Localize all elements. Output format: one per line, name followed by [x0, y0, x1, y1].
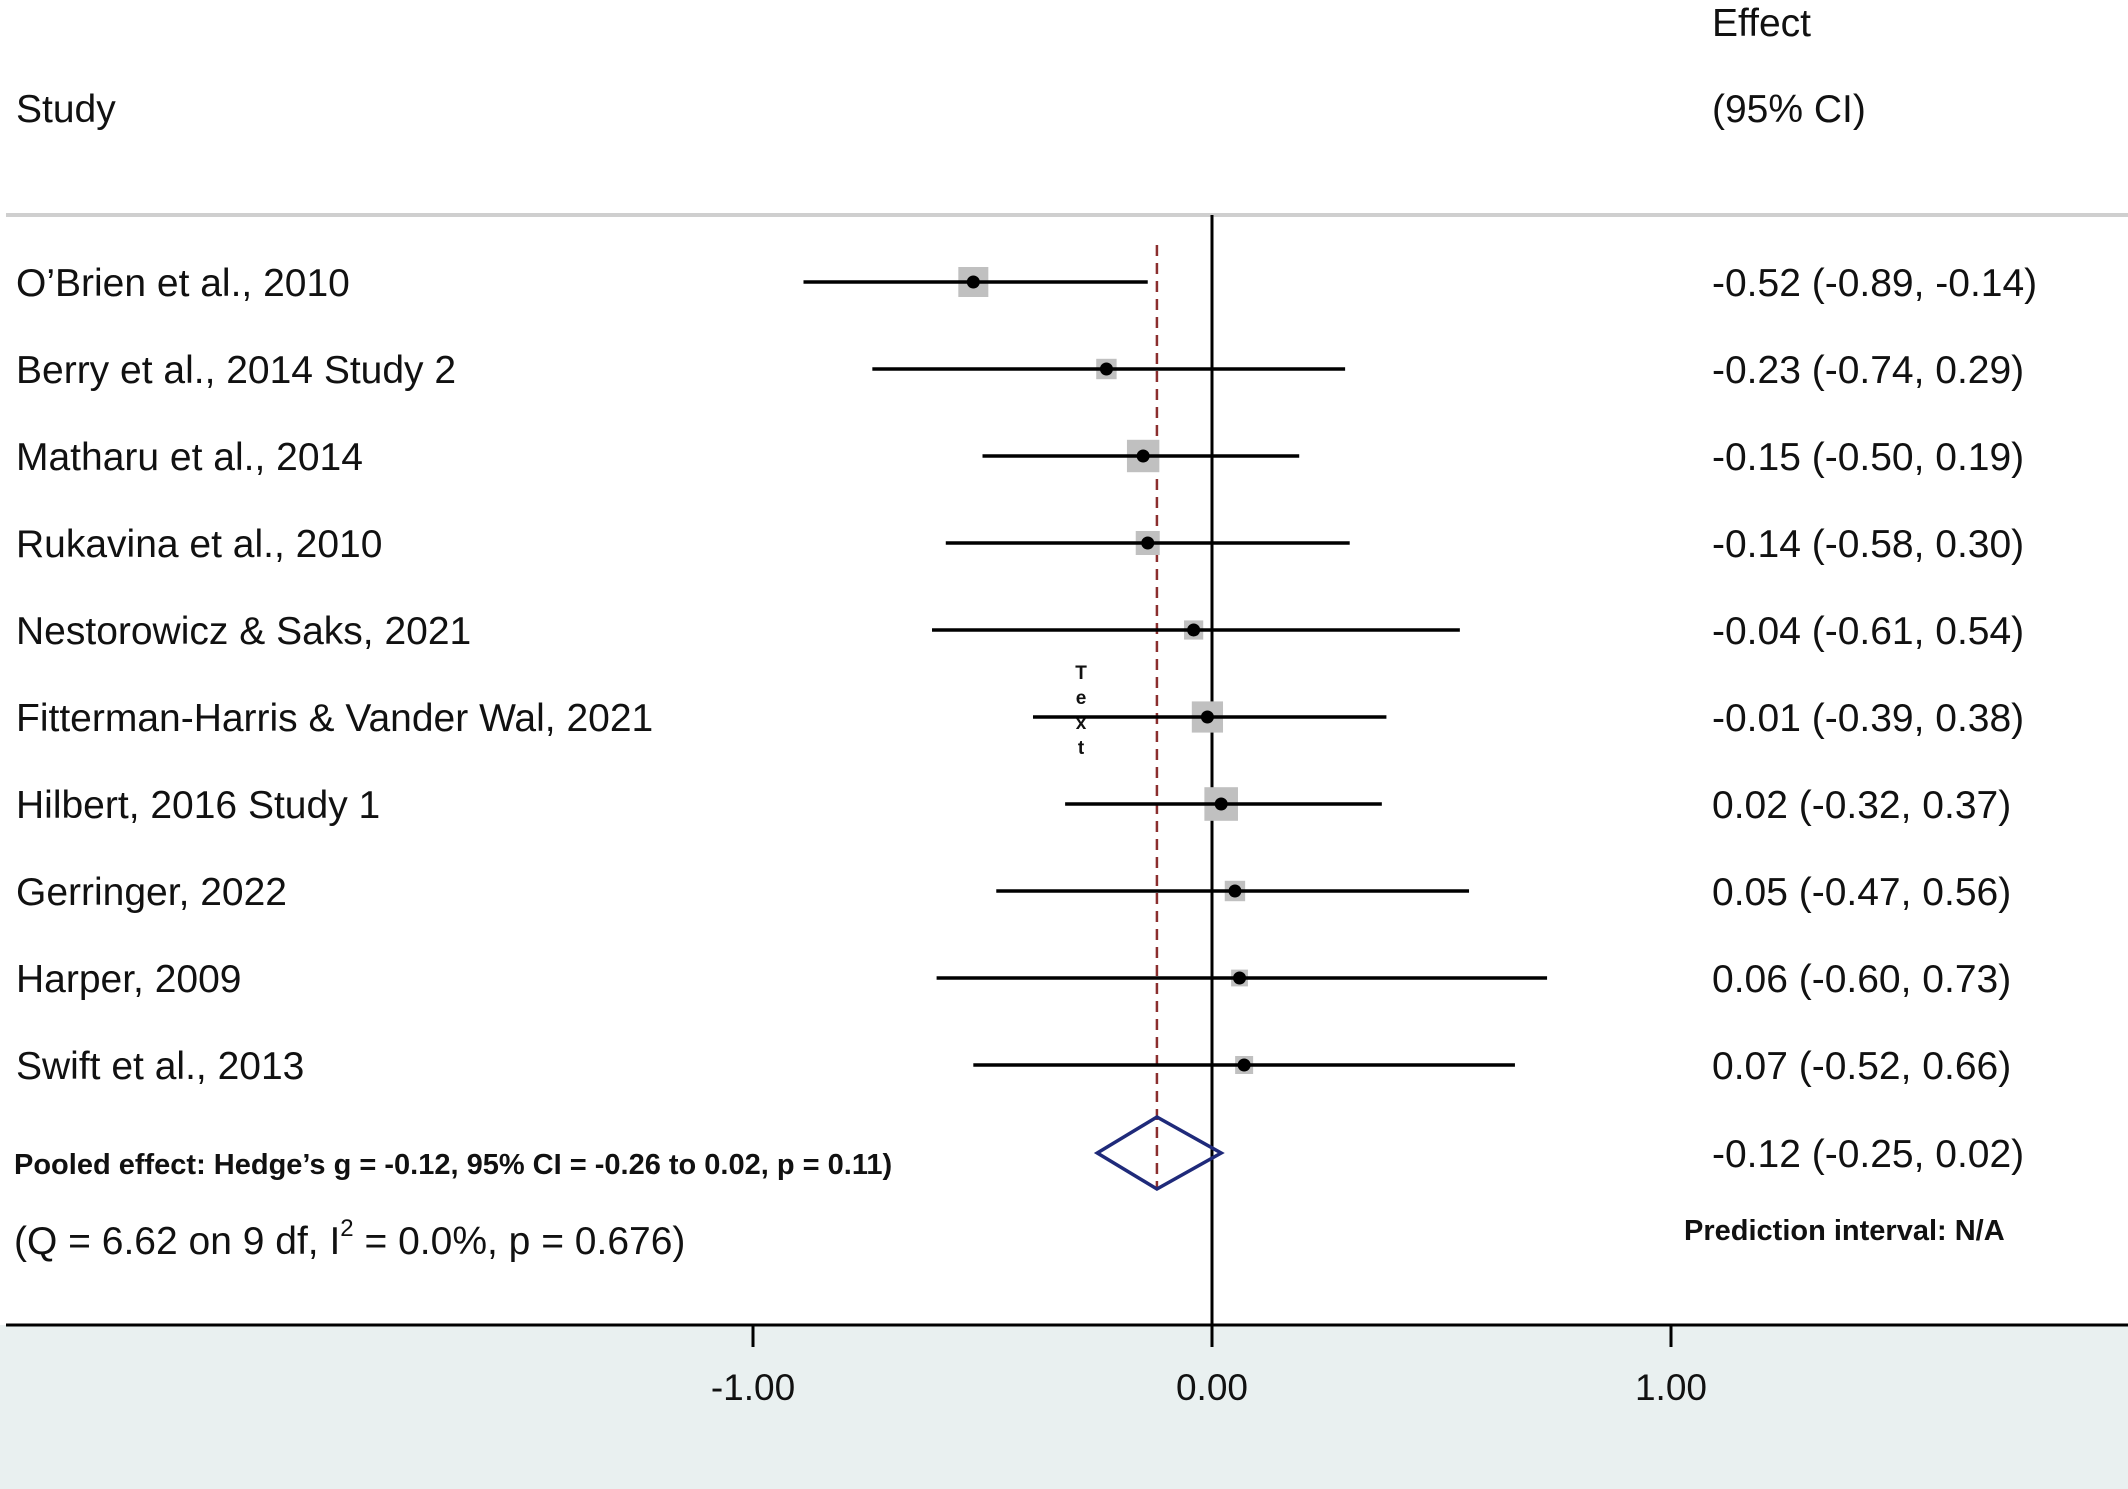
study-point — [1136, 449, 1150, 463]
study-ci-text: 0.06 (-0.60, 0.73) — [1712, 958, 2011, 1001]
stray-letter: t — [1078, 738, 1085, 759]
study-label: Harper, 2009 — [16, 958, 242, 1001]
heterogeneity-superscript: 2 — [340, 1215, 353, 1242]
study-ci-text: -0.15 (-0.50, 0.19) — [1712, 436, 2024, 479]
study-point — [1237, 1058, 1251, 1072]
axis-panel — [0, 1325, 2128, 1489]
study-ci-text: -0.23 (-0.74, 0.29) — [1712, 349, 2024, 392]
study-point — [1233, 971, 1247, 985]
heterogeneity-prefix: (Q = 6.62 on 9 df, I — [14, 1220, 340, 1263]
study-label: Matharu et al., 2014 — [16, 436, 363, 479]
study-label: Swift et al., 2013 — [16, 1045, 304, 1088]
study-label: Rukavina et al., 2010 — [16, 523, 382, 566]
study-ci-text: -0.14 (-0.58, 0.30) — [1712, 523, 2024, 566]
stray-letter: e — [1076, 688, 1087, 709]
pooled-ci-text: -0.12 (-0.25, 0.02) — [1712, 1133, 2024, 1176]
study-label: Hilbert, 2016 Study 1 — [16, 784, 380, 827]
study-point — [966, 275, 980, 289]
study-label: Gerringer, 2022 — [16, 871, 287, 914]
ci-header: (95% CI) — [1712, 88, 1866, 131]
heterogeneity-suffix: = 0.0%, p = 0.676) — [354, 1220, 686, 1263]
stray-letter: T — [1075, 663, 1087, 684]
prediction-interval-label: Prediction interval: N/A — [1684, 1215, 2005, 1247]
plot-content: O’Brien et al., 2010 -0.52 (-0.89, -0.14)… — [16, 215, 2037, 1408]
pooled-diamond — [1093, 1114, 1225, 1192]
study-ci-text: -0.04 (-0.61, 0.54) — [1712, 610, 2024, 653]
study-point — [1228, 884, 1242, 898]
study-label: Nestorowicz & Saks, 2021 — [16, 610, 471, 653]
study-point — [1099, 362, 1113, 376]
pooled-effect-label: Pooled effect: Hedge’s g = -0.12, 95% CI… — [14, 1149, 892, 1181]
study-point — [1187, 623, 1201, 637]
study-point — [1214, 797, 1228, 811]
study-ci-text: 0.02 (-0.32, 0.37) — [1712, 784, 2011, 827]
study-label: O’Brien et al., 2010 — [16, 262, 350, 305]
study-label: Berry et al., 2014 Study 2 — [16, 349, 456, 392]
study-header: Study — [16, 88, 116, 131]
study-ci-text: 0.07 (-0.52, 0.66) — [1712, 1045, 2011, 1088]
x-axis-tick-label: 0.00 — [1176, 1367, 1248, 1408]
study-ci-text: -0.01 (-0.39, 0.38) — [1712, 697, 2024, 740]
study-ci-text: -0.52 (-0.89, -0.14) — [1712, 262, 2037, 305]
x-axis-tick-label: 1.00 — [1635, 1367, 1707, 1408]
study-ci-text: 0.05 (-0.47, 0.56) — [1712, 871, 2011, 914]
effect-header: Effect — [1712, 2, 1811, 45]
heterogeneity-stats: (Q = 6.62 on 9 df, I2 = 0.0%, p = 0.676) — [14, 1215, 685, 1263]
study-point — [1200, 710, 1214, 724]
study-label: Fitterman-Harris & Vander Wal, 2021 — [16, 697, 653, 740]
x-axis-tick-label: -1.00 — [711, 1367, 795, 1408]
study-point — [1141, 536, 1155, 550]
stray-letter: x — [1076, 713, 1087, 734]
